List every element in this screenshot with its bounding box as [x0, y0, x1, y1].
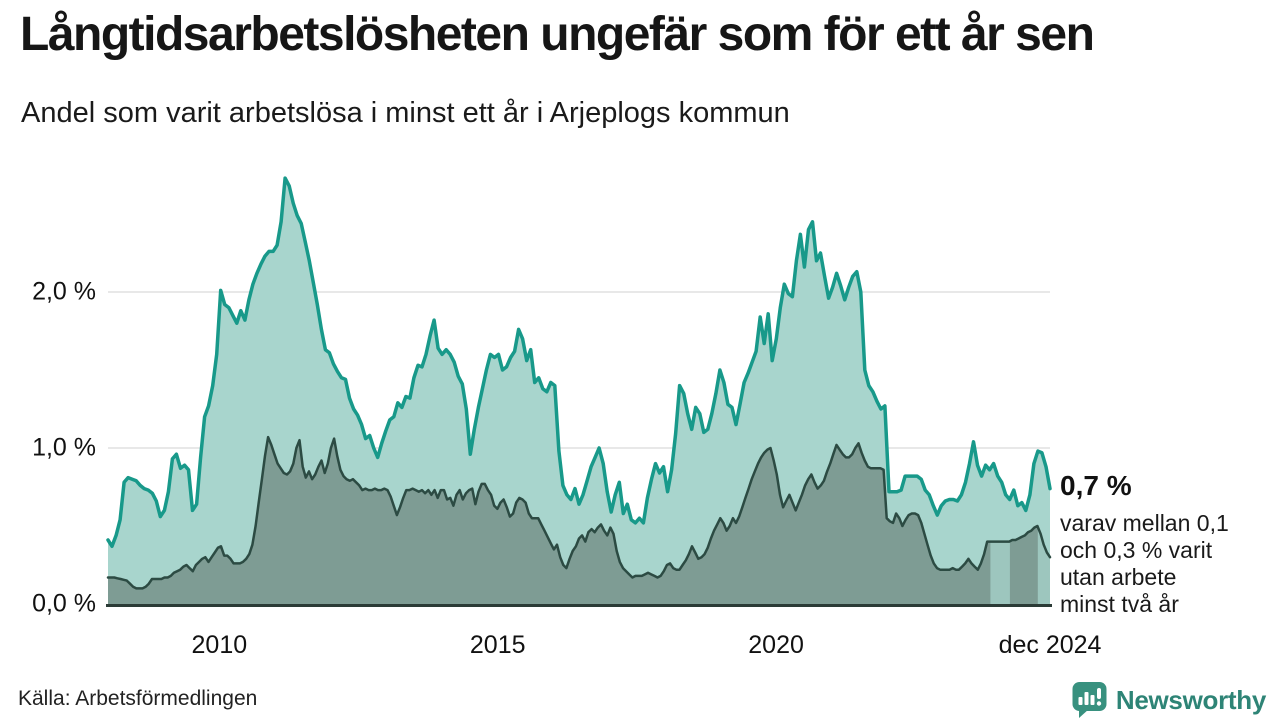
page-subtitle: Andel som varit arbetslösa i minst ett å…	[21, 97, 790, 129]
series-one-year-line	[106, 176, 1052, 549]
annotation-line: minst två år	[1060, 591, 1179, 617]
annotation-line: och 0,3 % varit	[1060, 537, 1213, 563]
x-axis-tick-labels: 2010 2015 2020 dec 2024	[0, 631, 1280, 667]
latest-value-annotation: 0,7 % varav mellan 0,1 och 0,3 % varit u…	[1060, 470, 1278, 618]
latest-value-label: 0,7 %	[1060, 470, 1132, 501]
source-credit: Källa: Arbetsförmedlingen	[18, 687, 258, 710]
uncertainty-band	[1037, 526, 1050, 604]
y-tick-label: 0,0 %	[32, 589, 96, 618]
newsworthy-wordmark: Newsworthy	[1115, 684, 1266, 715]
y-axis-tick-labels: 0,0 % 1,0 % 2,0 %	[0, 0, 96, 720]
uncertainty-band	[990, 541, 1010, 604]
x-tick-label: 2015	[469, 631, 526, 659]
series-two-years-area	[108, 437, 1050, 604]
series-two-years-line	[106, 435, 1052, 590]
page-title: Långtidsarbetslösheten ungefär som för e…	[20, 8, 1095, 61]
annotation-line: varav mellan 0,1	[1060, 510, 1229, 536]
annotation-line: utan arbete	[1060, 564, 1177, 590]
y-tick-label: 2,0 %	[32, 277, 96, 306]
x-tick-label: dec 2024	[998, 631, 1102, 659]
newsworthy-logo: Newsworthy	[1071, 681, 1266, 719]
y-tick-label: 1,0 %	[32, 433, 96, 462]
x-tick-label: 2020	[748, 631, 804, 659]
x-tick-label: 2010	[191, 631, 248, 659]
newsworthy-logo-icon	[1072, 682, 1107, 718]
